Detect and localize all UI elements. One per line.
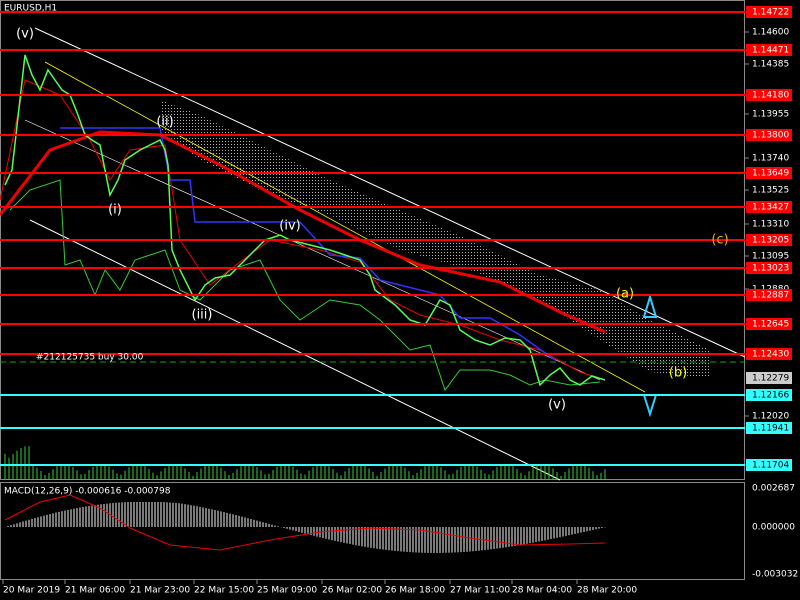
wave-label: (iv) — [279, 219, 300, 234]
level-tag — [746, 129, 792, 141]
wave-label: (i) — [108, 203, 122, 218]
price-label: 1.13310 — [752, 220, 789, 230]
level-tag — [746, 262, 792, 274]
time-label: 21 Mar 06:00 — [65, 586, 125, 596]
level-label: 1.12645 — [752, 320, 789, 330]
price-label: 1.13095 — [752, 252, 789, 262]
level-tag — [746, 6, 792, 18]
level-tag — [746, 201, 792, 213]
level-label: 1.11941 — [752, 424, 789, 434]
macd-pane — [0, 482, 745, 580]
level-label: 1.13427 — [752, 203, 789, 213]
price-label: 1.12020 — [752, 412, 789, 422]
kijun-line — [60, 127, 556, 361]
level-tag — [746, 234, 792, 246]
wave-label: (b) — [669, 366, 687, 381]
time-label: 28 Mar 20:00 — [577, 586, 637, 596]
level-tag — [746, 289, 792, 301]
price-line — [4, 54, 606, 387]
wave-label: (ii) — [156, 115, 173, 130]
channel-mid — [44, 61, 646, 393]
level-label: 1.14471 — [752, 46, 789, 56]
level-label: 1.13205 — [752, 236, 789, 246]
macd-signal — [4, 494, 606, 551]
time-label: 27 Mar 11:00 — [450, 586, 510, 596]
price-label: 1.13525 — [752, 186, 789, 196]
level-label: 1.12887 — [752, 291, 789, 301]
macd-scale-label: -0.003032 — [752, 570, 798, 580]
time-label: 26 Mar 18:00 — [385, 586, 445, 596]
level-tag — [746, 459, 792, 471]
level-label: 1.13649 — [752, 169, 789, 179]
time-label: 26 Mar 02:00 — [322, 586, 382, 596]
current-price: 1.12279 — [752, 374, 789, 384]
level-tag — [746, 44, 792, 56]
time-label: 20 Mar 2019 — [3, 586, 60, 596]
time-label: 22 Mar 15:00 — [194, 586, 254, 596]
macd-label: MACD(12,26,9) -0.000616 -0.000798 — [4, 487, 171, 497]
macd-scale-label: 0.002687 — [752, 484, 795, 494]
level-label: 1.14180 — [752, 91, 789, 101]
time-label: 21 Mar 23:00 — [130, 586, 190, 596]
price-label: 1.13740 — [752, 154, 789, 164]
level-tag — [746, 89, 792, 101]
time-label: 25 Mar 09:00 — [257, 586, 317, 596]
level-tag — [746, 318, 792, 330]
wave-label: (a) — [616, 287, 634, 302]
macd-scale-label: 0.000000 — [752, 523, 795, 533]
level-label: 1.12166 — [752, 391, 789, 401]
wave-label: (v) — [548, 398, 566, 413]
level-label: 1.11704 — [752, 461, 789, 471]
level-tag — [746, 422, 792, 434]
channel-upper — [34, 27, 746, 358]
channel-lower — [29, 219, 561, 481]
wave-label: (c) — [711, 233, 728, 248]
moving-average-slow — [0, 130, 606, 334]
time-label: 28 Mar 04:00 — [512, 586, 572, 596]
symbol-title: EURUSD,H1 — [4, 4, 57, 14]
order-label: #212125735 buy 30.00 — [36, 353, 144, 363]
wave-label: (v) — [16, 27, 34, 42]
level-label: 1.13023 — [752, 264, 789, 274]
macd-histogram — [7, 502, 606, 553]
level-tag — [746, 348, 792, 360]
up-arrow — [642, 293, 658, 318]
level-label: 1.12430 — [752, 350, 789, 360]
oscillator-line — [9, 179, 601, 392]
level-label: 1.13800 — [752, 131, 789, 141]
level-tag — [746, 167, 792, 179]
level-label: 1.14722 — [752, 8, 789, 18]
price-label: 1.14600 — [752, 28, 789, 38]
current-price-tag — [746, 372, 792, 384]
level-tag — [746, 389, 792, 401]
price-label: 1.13955 — [752, 110, 789, 120]
wave-label: (iii) — [192, 308, 213, 323]
price-label: 1.14385 — [752, 60, 789, 70]
